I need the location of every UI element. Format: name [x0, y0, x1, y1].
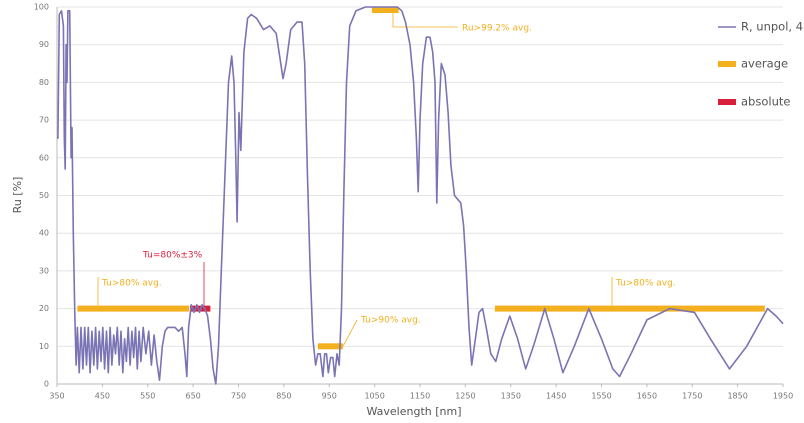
- x-tick-label: 650: [185, 392, 200, 401]
- x-tick-label: 850: [276, 392, 291, 401]
- x-tick-label: 450: [95, 392, 110, 401]
- y-tick-label: 70: [39, 116, 49, 125]
- leader-line: [342, 319, 358, 347]
- y-tick-label: 20: [39, 304, 49, 313]
- spec-label: Tu>80% avg.: [615, 279, 676, 289]
- x-tick-label: 1150: [410, 392, 430, 401]
- spec-label: Tu>90% avg.: [360, 316, 421, 326]
- x-tick-label: 1550: [591, 392, 611, 401]
- spec-bar: [77, 305, 190, 312]
- y-tick-label: 90: [39, 40, 49, 49]
- x-tick-label: 1250: [455, 392, 475, 401]
- spec-bar: [317, 343, 343, 350]
- x-tick-label: 1950: [773, 392, 793, 401]
- leader-line: [392, 13, 458, 28]
- legend-swatch: [718, 99, 736, 105]
- y-axis-label: Ru [%]: [11, 177, 24, 214]
- spec-label: Tu>80% avg.: [101, 279, 162, 289]
- legend-label: R, unpol, 45°: [741, 20, 804, 34]
- y-tick-label: 30: [39, 266, 49, 275]
- spec-bar: [371, 7, 399, 14]
- y-tick-label: 10: [39, 342, 49, 351]
- x-tick-label: 1050: [364, 392, 384, 401]
- y-tick-label: 0: [44, 380, 49, 389]
- x-tick-label: 1750: [682, 392, 702, 401]
- x-tick-label: 1650: [637, 392, 657, 401]
- y-tick-label: 40: [39, 229, 49, 238]
- legend-label: average: [741, 57, 788, 71]
- y-tick-label: 80: [39, 78, 49, 87]
- x-tick-label: 1350: [501, 392, 521, 401]
- spec-bar: [494, 305, 765, 312]
- spec-label: Ru>99.2% avg.: [462, 24, 532, 34]
- x-tick-label: 350: [49, 392, 64, 401]
- y-tick-label: 100: [34, 3, 49, 12]
- spectrum-line: [57, 6, 784, 385]
- legend-swatch: [718, 61, 736, 67]
- x-tick-label: 950: [322, 392, 337, 401]
- y-tick-label: 60: [39, 153, 49, 162]
- x-tick-label: 1450: [546, 392, 566, 401]
- x-tick-label: 1850: [727, 392, 747, 401]
- x-tick-label: 750: [231, 392, 246, 401]
- y-tick-label: 50: [39, 191, 49, 200]
- spec-label: Tu=80%±3%: [142, 251, 203, 261]
- legend-label: absolute: [741, 95, 790, 109]
- x-axis-label: Wavelength [nm]: [366, 405, 461, 418]
- x-tick-label: 550: [140, 392, 155, 401]
